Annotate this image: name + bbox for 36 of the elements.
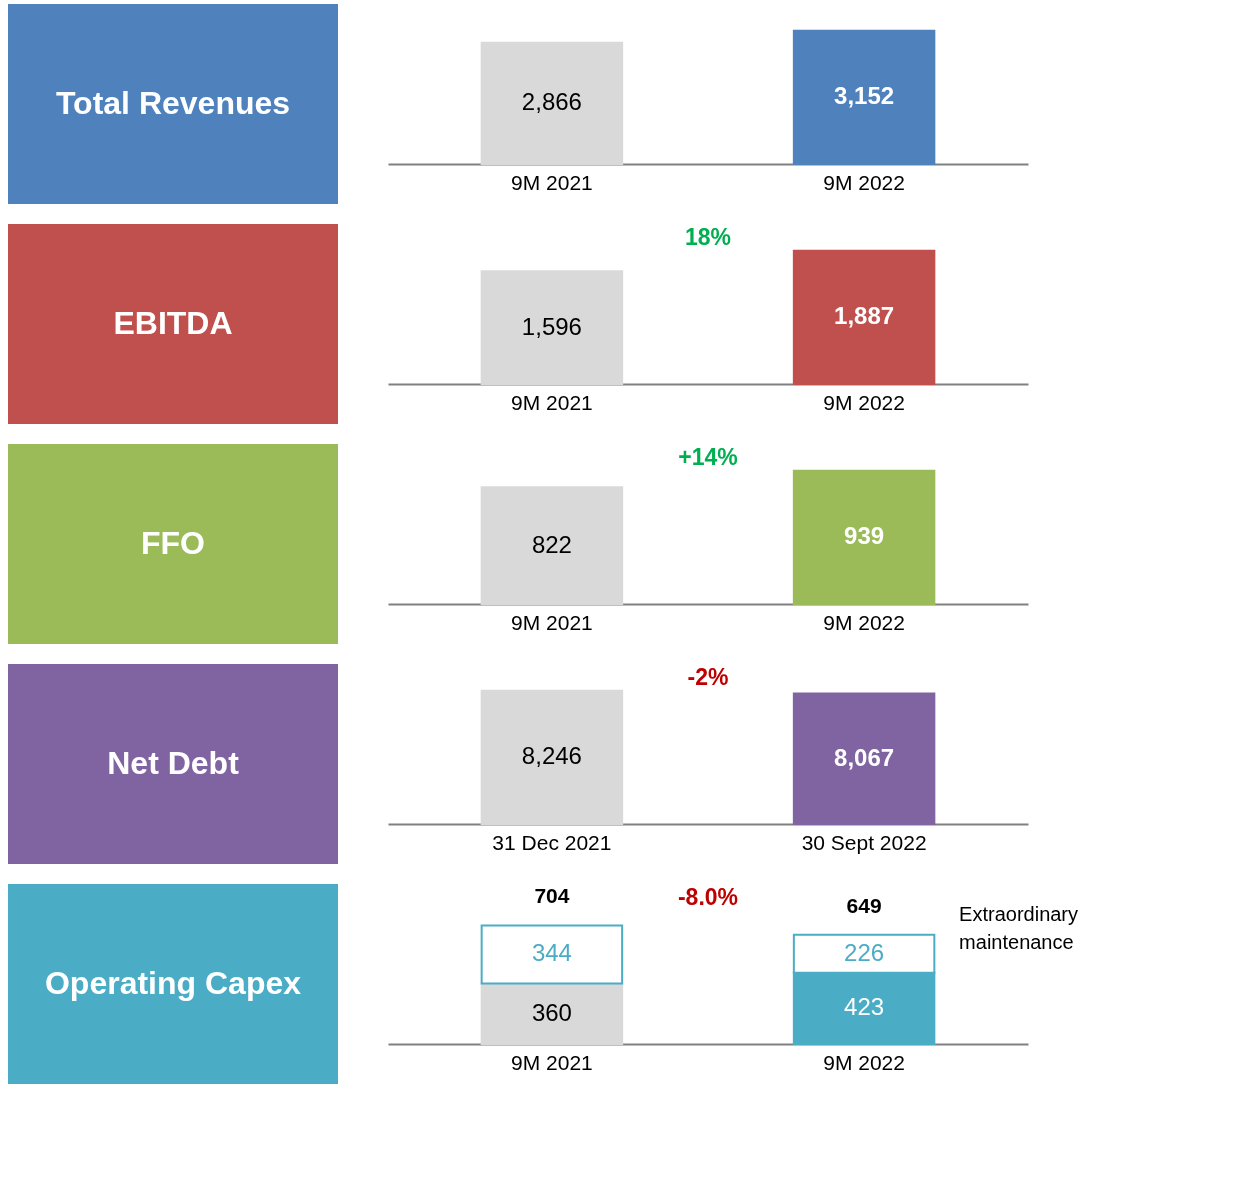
data-label: 344 (531, 939, 572, 967)
text: EBITDA (113, 305, 233, 341)
data-label: 939 (844, 522, 885, 550)
x-tick-label: 9M 2021 (511, 170, 593, 194)
text: Operating Capex (44, 965, 302, 1001)
text: 18% (684, 224, 732, 250)
data-label: 360 (531, 998, 572, 1026)
text: +14% (678, 444, 738, 470)
data-label: 1,596 (521, 312, 582, 340)
x-tick-label: 9M 2021 (511, 610, 593, 634)
data-label: 8,246 (521, 742, 582, 770)
data-label: 423 (844, 993, 885, 1021)
data-label: 2,866 (521, 88, 582, 116)
data-label: 8,067 (834, 743, 895, 771)
x-tick-label: 9M 2022 (823, 610, 905, 634)
data-label: 3,152 (834, 82, 895, 110)
bar (480, 924, 624, 985)
x-tick-label: 9M 2022 (823, 390, 905, 414)
total-label: 649 (846, 893, 882, 917)
x-tick-label: 30 Sept 2022 (801, 830, 927, 854)
x-tick-label: 9M 2021 (511, 1050, 593, 1074)
total-label: 704 (534, 884, 570, 908)
series-label: Extraordinary maintenance (959, 902, 1079, 953)
text: -2% (687, 664, 729, 690)
text: -8.0% (677, 884, 739, 910)
text: Net Debt (107, 745, 240, 781)
x-tick-label: 9M 2021 (511, 390, 593, 414)
data-label: 822 (531, 530, 572, 558)
x-tick-label: 31 Dec 2021 (492, 830, 612, 854)
data-label: 226 (844, 938, 885, 966)
x-tick-label: 9M 2022 (823, 1050, 905, 1074)
x-tick-label: 9M 2022 (823, 170, 905, 194)
data-label: 1,887 (834, 302, 895, 330)
bar (480, 982, 624, 1045)
text: FFO (141, 525, 205, 561)
text: Total Revenues (55, 85, 291, 121)
